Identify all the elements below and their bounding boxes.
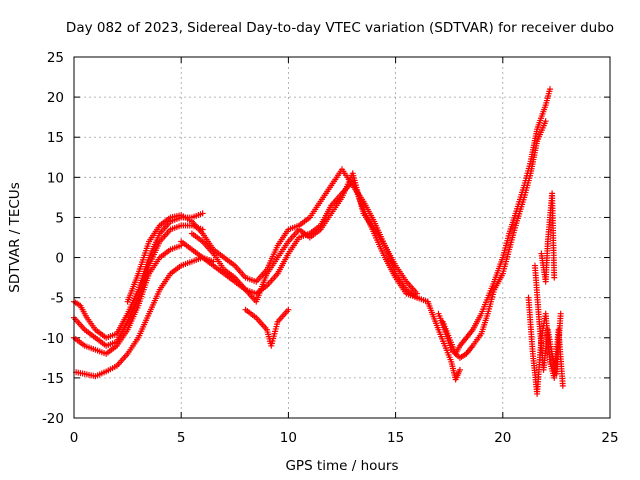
data-point: [285, 306, 292, 313]
data-point: [546, 86, 553, 93]
y-tick-label: 5: [55, 210, 64, 226]
plot-area: [71, 86, 566, 397]
grid: [74, 57, 610, 418]
tick-labels: 0 5 10 15 20 25 -20 -15 -10 -5 0 5 10 15 20 25: [42, 50, 619, 446]
y-tick-label: -5: [51, 291, 64, 307]
data-series-track-g: [188, 170, 421, 305]
chart-title: Day 082 of 2023, Sidereal Day-to-day VTE…: [66, 20, 614, 36]
data-series-track-c: [71, 242, 185, 357]
x-tick-label: 25: [601, 430, 618, 446]
y-tick-label: 10: [47, 170, 64, 186]
data-point: [542, 118, 549, 125]
data-point: [414, 294, 421, 301]
y-tick-label: 25: [47, 50, 64, 66]
x-tick-label: 0: [70, 430, 79, 446]
y-tick-label: 20: [47, 90, 64, 106]
data-point: [559, 382, 566, 389]
data-series-track-j: [435, 118, 549, 361]
plot-frame: [73, 56, 611, 419]
data-point: [199, 210, 206, 217]
data-series-track-k: [424, 298, 463, 383]
x-tick-label: 5: [177, 430, 186, 446]
y-tick-label: -10: [42, 331, 64, 347]
x-tick-label: 15: [387, 430, 404, 446]
y-tick-label: -15: [42, 371, 64, 387]
data-series-track-i: [439, 86, 553, 357]
data-series-track-h: [242, 306, 292, 349]
data-series-track-l: [525, 294, 566, 397]
data-series-track-f: [178, 178, 431, 305]
y-tick-label: 0: [55, 251, 64, 267]
data-point: [557, 310, 564, 317]
x-tick-label: 20: [494, 430, 511, 446]
x-tick-label: 10: [280, 430, 297, 446]
x-axis-label: GPS time / hours: [285, 458, 398, 474]
data-point: [551, 274, 558, 281]
y-axis-label: SDTVAR / TECUs: [7, 182, 23, 292]
y-tick-label: 15: [47, 130, 64, 146]
data-series-track-m: [531, 262, 564, 377]
data-point: [456, 366, 463, 373]
data-series-track-n: [538, 190, 558, 285]
y-tick-label: -20: [42, 411, 64, 427]
